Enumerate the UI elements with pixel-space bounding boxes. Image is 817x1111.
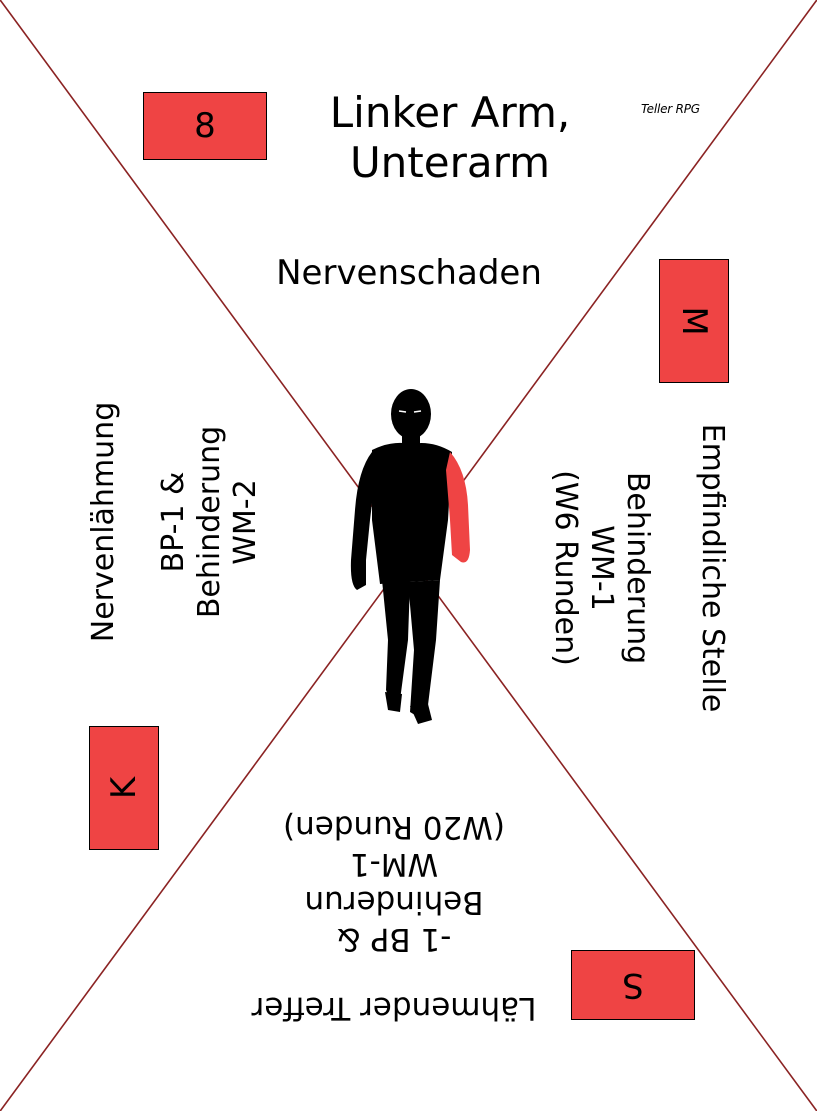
corner-box-left: K xyxy=(89,726,159,850)
corner-box-right: M xyxy=(659,259,729,383)
body-part-line-1: Linker Arm, xyxy=(329,88,571,137)
corner-box-bottom: S xyxy=(571,950,695,1020)
corner-value-top: 8 xyxy=(194,106,216,146)
top-section-name: Nervenschaden xyxy=(276,253,542,293)
body-part-title: Linker Arm, Unterarm xyxy=(300,88,600,187)
brand-label: Teller RPG xyxy=(641,102,700,116)
corner-box-top: 8 xyxy=(143,92,267,160)
body-part-line-2: Unterarm xyxy=(349,137,551,187)
